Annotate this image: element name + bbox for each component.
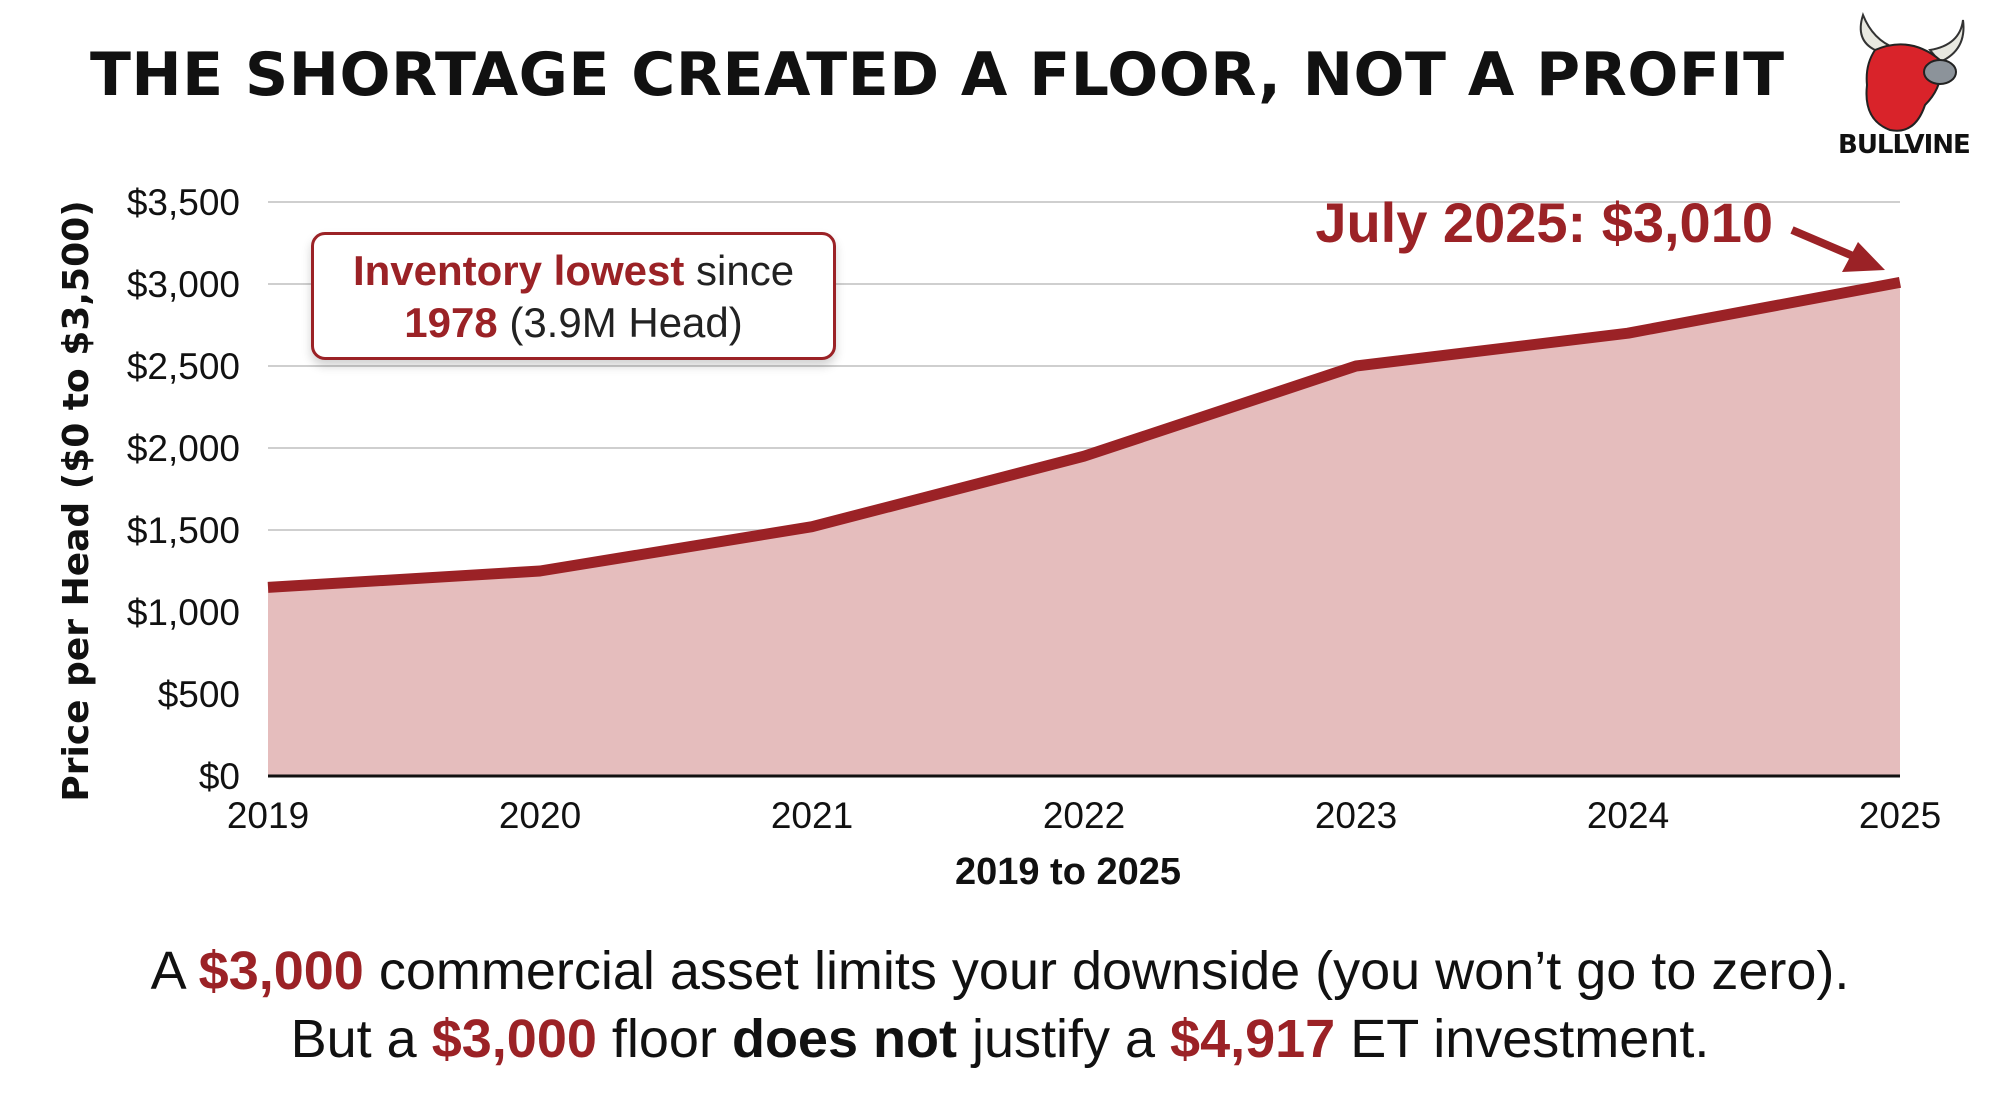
text: justify a <box>956 1009 1171 1069</box>
area-fill <box>268 282 1900 776</box>
y-tick-label: $500 <box>158 674 240 715</box>
annotation-year: 1978 <box>404 299 498 346</box>
x-axis-label: 2019 to 2025 <box>955 851 1181 893</box>
y-tick-label: $1,500 <box>127 510 240 551</box>
x-tick-label: 2023 <box>1315 795 1397 836</box>
footer-line-2: But a $3,000 floor does not justify a $4… <box>0 1008 2000 1070</box>
y-tick-label: $2,000 <box>127 428 240 469</box>
highlight-value: $3,000 <box>431 1009 597 1069</box>
chart-title: THE SHORTAGE CREATED A FLOOR, NOT A PROF… <box>90 40 1785 110</box>
x-tick-label: 2020 <box>499 795 581 836</box>
annotation-highlight: Inventory lowest <box>352 247 685 294</box>
highlight-value: $4,917 <box>1170 1009 1336 1069</box>
july-2025-callout: July 2025: $3,010 <box>1315 191 1773 254</box>
x-tick-label: 2021 <box>771 795 853 836</box>
text: floor <box>596 1009 732 1069</box>
x-tick-label: 2025 <box>1859 795 1941 836</box>
bull-logo-icon <box>1859 12 1965 132</box>
x-tick-label: 2024 <box>1587 795 1669 836</box>
y-axis-label: Price per Head ($0 to $3,500) <box>56 200 97 801</box>
y-tick-label: $2,500 <box>127 346 240 387</box>
text: ET investment. <box>1335 1009 1710 1069</box>
x-tick-label: 2022 <box>1043 795 1125 836</box>
annotation-text: since <box>684 247 795 294</box>
y-tick-label: $3,000 <box>127 264 240 305</box>
annotation-detail: (3.9M Head) <box>497 299 743 346</box>
price-line <box>267 276 1902 593</box>
text: commercial asset limits your downside (y… <box>363 941 1850 1001</box>
y-tick-label: $0 <box>199 756 240 797</box>
x-tick-label: 2019 <box>227 795 309 836</box>
y-tick-label: $3,500 <box>127 182 240 223</box>
text: But a <box>290 1009 432 1069</box>
callout-arrow-icon <box>1790 226 1885 272</box>
inventory-annotation: Inventory lowest since 1978 (3.9M Head) <box>311 232 836 360</box>
highlight-value: $3,000 <box>198 941 364 1001</box>
footer-line-1: A $3,000 commercial asset limits your do… <box>0 940 2000 1002</box>
y-tick-label: $1,000 <box>127 592 240 633</box>
text: A <box>150 941 199 1001</box>
emphasis: does not <box>731 1009 957 1069</box>
logo-text: BULLVINE <box>1838 130 1971 160</box>
